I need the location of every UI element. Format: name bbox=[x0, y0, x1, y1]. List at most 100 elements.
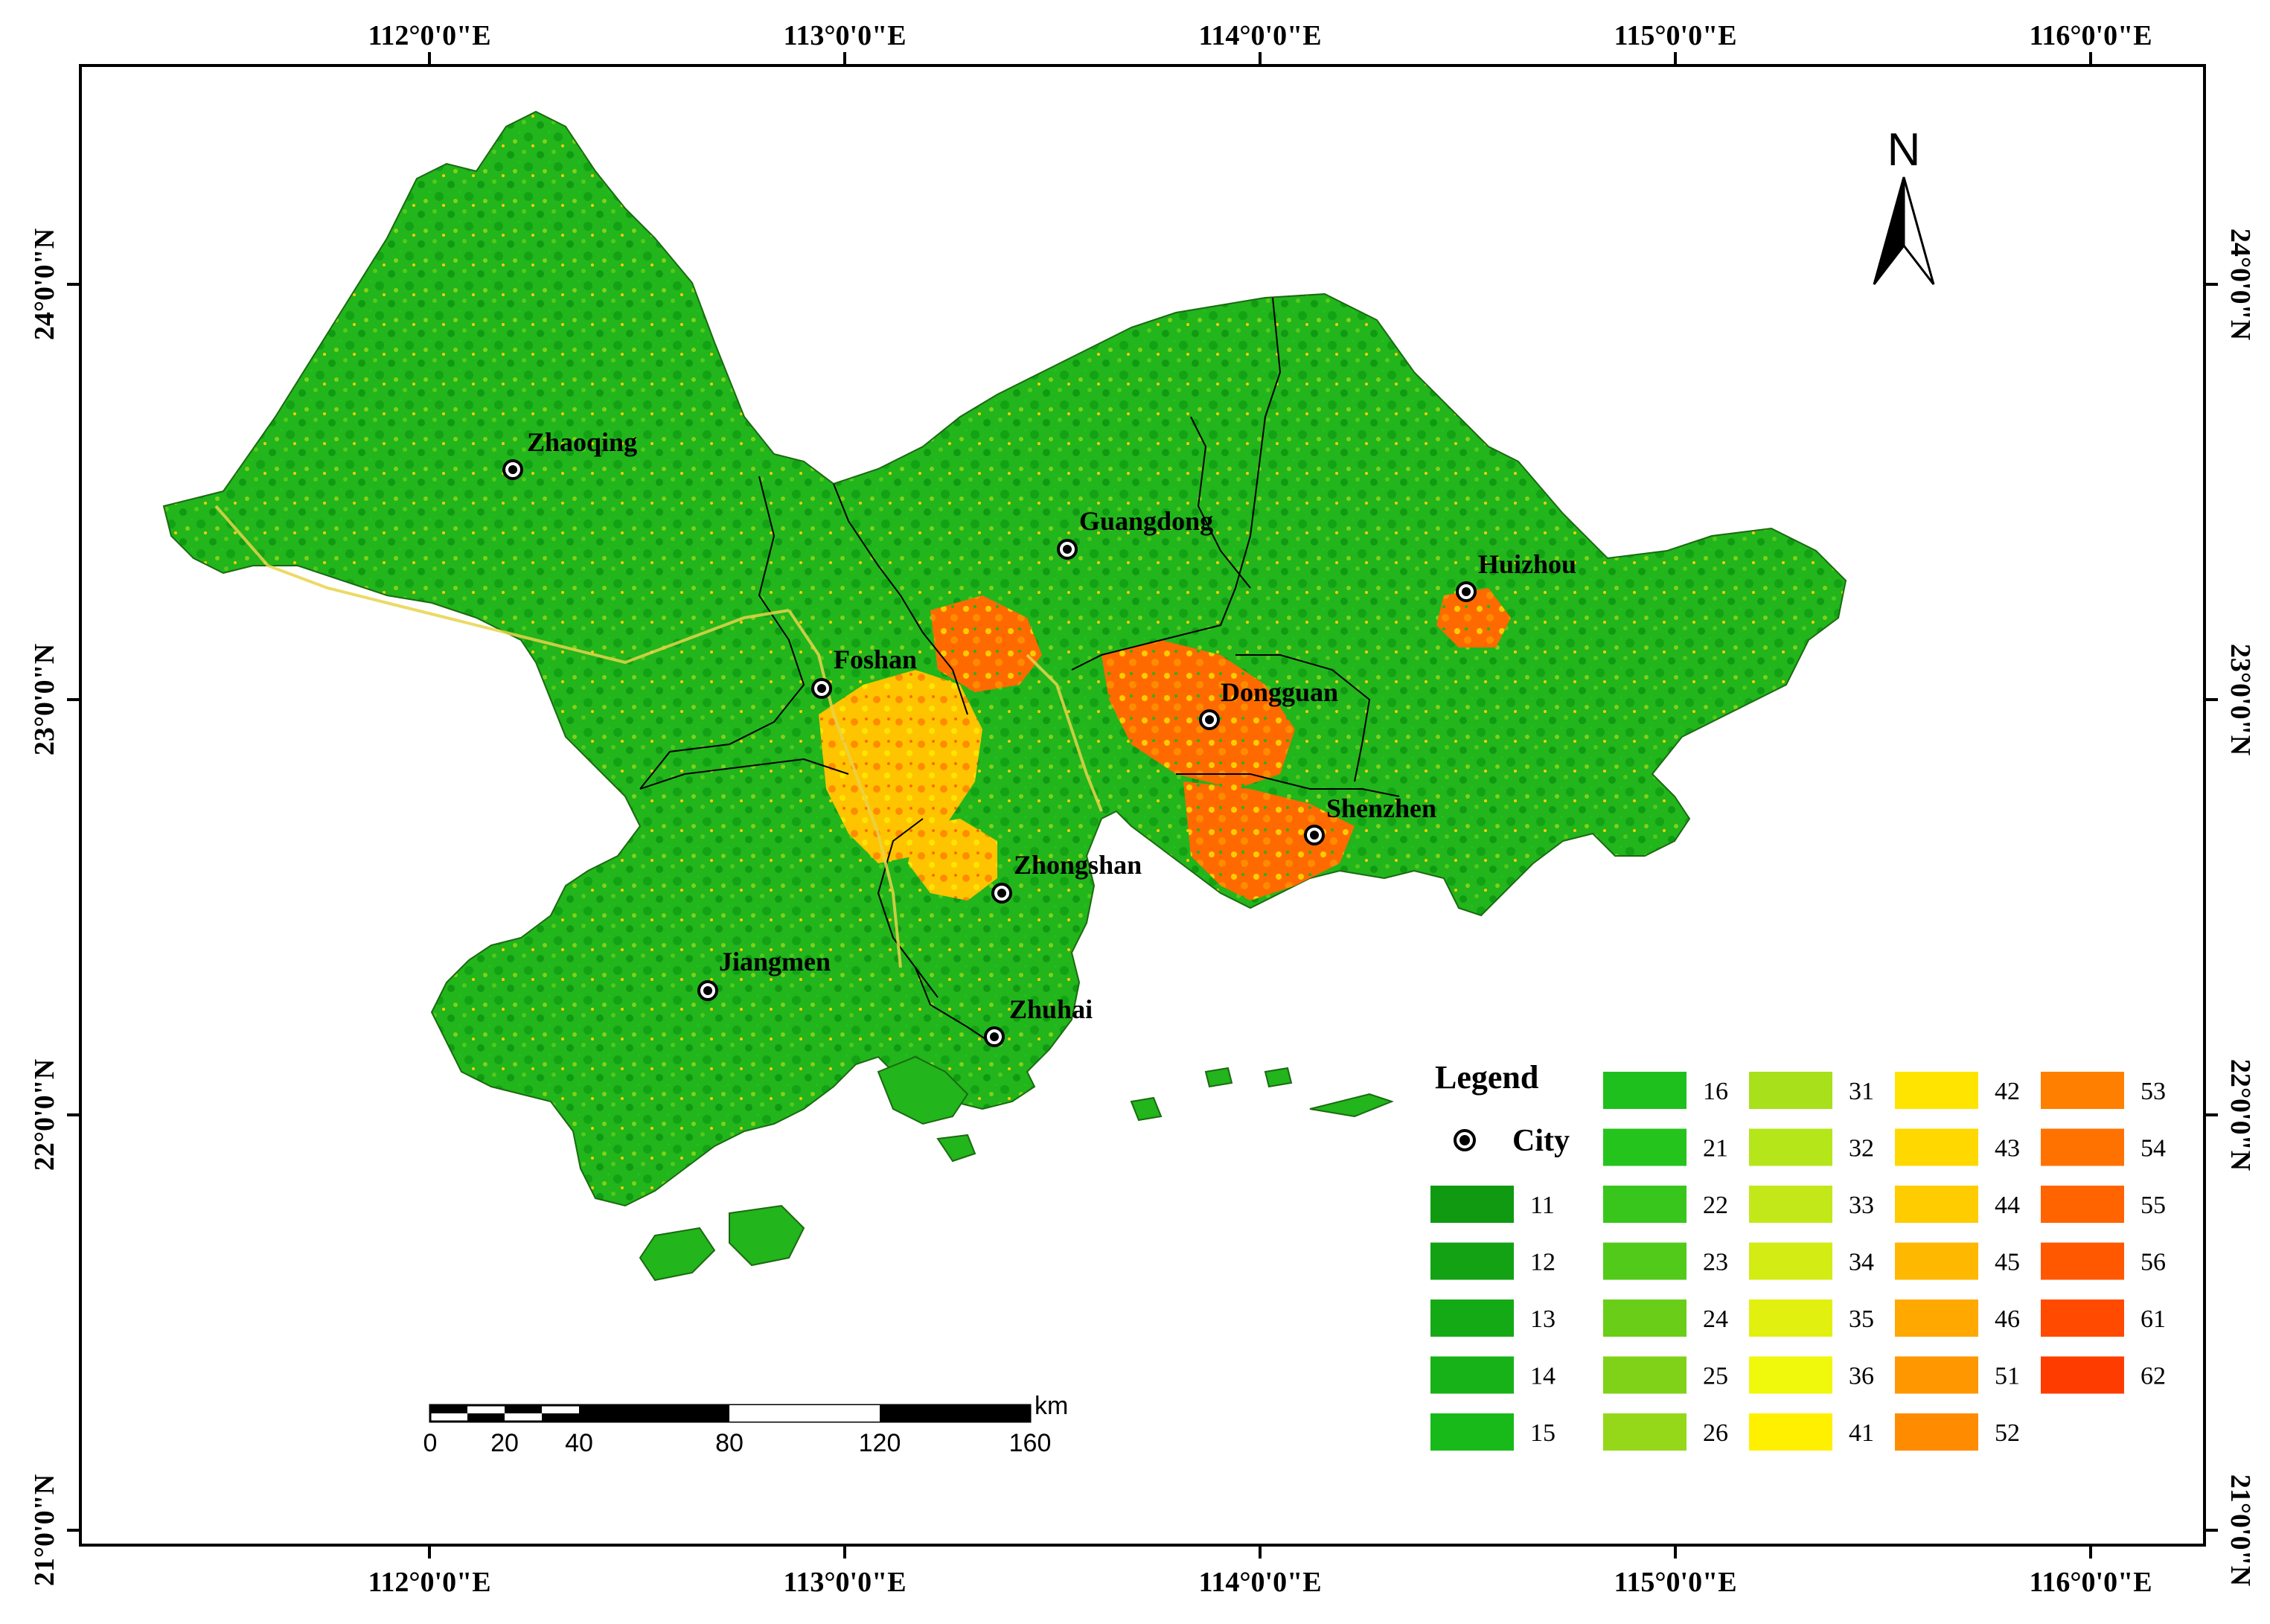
city-marker-zhuhai[interactable]: Zhuhai bbox=[984, 994, 1093, 1047]
boundary-line bbox=[915, 967, 991, 1043]
legend-code-label: 43 bbox=[1995, 1135, 2020, 1163]
legend-code-label: 55 bbox=[2140, 1192, 2166, 1219]
legend-swatch-62 bbox=[2041, 1356, 2124, 1394]
city-boundaries bbox=[639, 297, 1400, 1043]
urban-core-zhongshan bbox=[908, 819, 997, 901]
lat-label: 21°0'0"N bbox=[29, 1474, 60, 1586]
legend-swatch-51 bbox=[1895, 1356, 1978, 1394]
city-marker-shenzhen[interactable]: Shenzhen bbox=[1304, 793, 1436, 845]
lat-label: 22°0'0"N bbox=[29, 1059, 60, 1171]
legend-code-label: 46 bbox=[1995, 1305, 2020, 1333]
city-marker-zhaoqing[interactable]: Zhaoqing bbox=[502, 427, 637, 480]
city-marker-huizhou[interactable]: Huizhou bbox=[1456, 549, 1576, 602]
longitude-labels-top: 112°0'0"E 113°0'0"E 114°0'0"E 115°0'0"E … bbox=[368, 20, 2152, 51]
legend-code-label: 22 bbox=[1703, 1192, 1728, 1219]
legend-swatch-24 bbox=[1603, 1299, 1686, 1337]
legend-swatch-36 bbox=[1749, 1356, 1832, 1394]
rivers bbox=[214, 505, 1103, 968]
city-marker-zhongshan[interactable]: Zhongshan bbox=[991, 850, 1142, 904]
urban-core-guangzhou bbox=[930, 595, 1042, 692]
city-marker-guangdong[interactable]: Guangdong bbox=[1057, 506, 1213, 560]
latitude-labels-right: 24°0'0"N 23°0'0"N 22°0'0"N 21°0'0"N bbox=[2225, 228, 2256, 1586]
river bbox=[1026, 653, 1103, 812]
legend-code-label: 45 bbox=[1995, 1249, 2020, 1276]
lon-label: 114°0'0"E bbox=[1198, 1567, 1321, 1598]
legend-swatch-46 bbox=[1895, 1299, 1978, 1337]
legend-swatch-14 bbox=[1430, 1356, 1514, 1394]
legend-swatch-61 bbox=[2041, 1299, 2124, 1337]
lon-label: 113°0'0"E bbox=[783, 20, 906, 51]
legend-code-label: 41 bbox=[1849, 1419, 1874, 1447]
lat-label: 23°0'0"N bbox=[2225, 644, 2256, 755]
city-marker-jiangmen[interactable]: Jiangmen bbox=[697, 947, 831, 1001]
boundary-line bbox=[877, 818, 939, 998]
legend-swatch-22 bbox=[1603, 1186, 1686, 1223]
legend-code-label: 56 bbox=[2140, 1249, 2166, 1276]
legend-swatch-41 bbox=[1749, 1413, 1832, 1451]
legend-swatch-43 bbox=[1895, 1128, 1978, 1166]
legend-code-label: 21 bbox=[1703, 1135, 1728, 1163]
legend-swatch-53 bbox=[2041, 1072, 2124, 1109]
north-arrow: N bbox=[1873, 124, 1935, 285]
island bbox=[729, 1204, 805, 1267]
legend-swatch-11 bbox=[1430, 1186, 1514, 1223]
island bbox=[1204, 1067, 1233, 1088]
legend-code-label: 23 bbox=[1703, 1249, 1728, 1276]
island bbox=[1130, 1096, 1163, 1122]
river bbox=[787, 609, 902, 968]
lon-label: 115°0'0"E bbox=[1614, 1567, 1736, 1598]
scale-tick: 20 bbox=[490, 1429, 519, 1457]
scale-tick: 80 bbox=[715, 1429, 744, 1457]
legend-swatch-15 bbox=[1430, 1413, 1514, 1451]
legend-swatch-35 bbox=[1749, 1299, 1832, 1337]
legend-code-label: 54 bbox=[2140, 1135, 2166, 1163]
island bbox=[1309, 1093, 1394, 1118]
legend-swatch-55 bbox=[2041, 1186, 2124, 1223]
region-landmass bbox=[162, 110, 1847, 1282]
lon-label: 113°0'0"E bbox=[783, 1567, 906, 1598]
legend-code-label: 34 bbox=[1849, 1249, 1874, 1276]
boundary-line bbox=[639, 476, 805, 790]
lon-label: 114°0'0"E bbox=[1198, 20, 1321, 51]
north-arrow-left-icon bbox=[1873, 176, 1905, 285]
city-label: Jiangmen bbox=[719, 947, 831, 976]
city-marker-foshan[interactable]: Foshan bbox=[811, 645, 917, 699]
legend-code-label: 32 bbox=[1849, 1135, 1874, 1163]
lon-label: 112°0'0"E bbox=[368, 1567, 490, 1598]
legend-code-label: 61 bbox=[2140, 1305, 2166, 1333]
scale-tick: 120 bbox=[859, 1429, 901, 1457]
legend-code-label: 15 bbox=[1530, 1419, 1556, 1447]
boundary-line bbox=[1176, 773, 1400, 797]
north-arrow-right-icon bbox=[1902, 176, 1935, 285]
boundary-line bbox=[1071, 297, 1282, 671]
legend-code-label: 44 bbox=[1995, 1192, 2020, 1219]
legend-code-label: 16 bbox=[1703, 1078, 1728, 1105]
legend-code-label: 12 bbox=[1530, 1249, 1556, 1276]
legend-swatch-34 bbox=[1749, 1242, 1832, 1280]
island bbox=[639, 1227, 716, 1282]
legend-swatch-25 bbox=[1603, 1356, 1686, 1394]
lat-label: 24°0'0"N bbox=[2225, 228, 2256, 340]
island bbox=[1264, 1067, 1293, 1088]
legend-swatch-31 bbox=[1749, 1072, 1832, 1109]
city-label: Shenzhen bbox=[1326, 793, 1436, 823]
city-marker-dongguan[interactable]: Dongguan bbox=[1199, 677, 1338, 730]
legend-city-label: City bbox=[1512, 1124, 1570, 1158]
scale-bar: km 0 20 40 80 120 160 bbox=[423, 1392, 1069, 1457]
cities: Zhaoqing Guangdong Huizhou Foshan Donggu… bbox=[502, 427, 1576, 1047]
legend-swatch-12 bbox=[1430, 1242, 1514, 1280]
boundary-line bbox=[833, 483, 968, 715]
urban-core-huizhou bbox=[1436, 588, 1511, 648]
city-label: Foshan bbox=[834, 645, 917, 674]
legend-code-label: 26 bbox=[1703, 1419, 1728, 1447]
legend-swatch-33 bbox=[1749, 1186, 1832, 1223]
scale-tick: 0 bbox=[423, 1429, 438, 1457]
urban-core-shenzhen bbox=[1183, 781, 1355, 901]
frame-ticks bbox=[67, 52, 2218, 1559]
legend-swatch-23 bbox=[1603, 1242, 1686, 1280]
city-label: Guangdong bbox=[1079, 506, 1213, 536]
legend-code-label: 51 bbox=[1995, 1363, 2020, 1390]
legend-code-label: 13 bbox=[1530, 1305, 1556, 1333]
scale-tick: 40 bbox=[565, 1429, 593, 1457]
urban-core-dongguan bbox=[1102, 640, 1295, 789]
